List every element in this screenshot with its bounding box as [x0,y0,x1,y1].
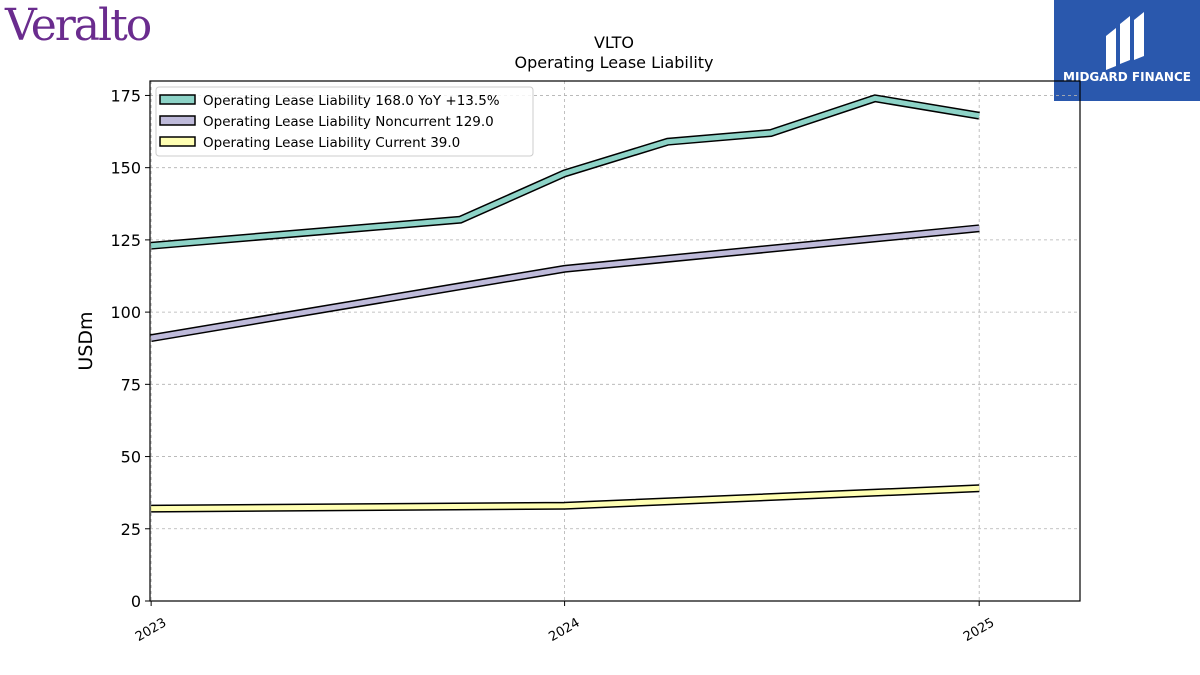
series-line-outline [150,224,980,343]
y-axis-label: USDm [75,311,97,370]
plot-area-frame [149,80,1081,602]
y-tick-label: 75 [121,375,141,394]
series-line [150,225,980,341]
legend-label: Operating Lease Liability Noncurrent 129… [203,114,494,130]
veralto-logo: Veralto [5,0,152,51]
y-tick-label: 125 [110,231,141,250]
chart-subtitle: Operating Lease Liability [514,53,713,72]
legend-box [155,86,534,157]
y-tick-label: 100 [110,303,141,322]
legend-swatch [159,115,196,126]
y-tick-label: 175 [110,86,141,105]
midgard-finance-emblem-icon [1106,12,1144,70]
series-line [150,95,980,249]
series-layer [150,94,980,513]
x-tick-label: 2024 [546,615,582,645]
x-tick-label: 2023 [133,615,169,645]
legend-swatch [159,136,196,147]
y-tick-label: 150 [110,159,141,178]
axes: 0 25 50 75 100 125 150 175 2023 2024 2025 [110,86,997,645]
chart-title: VLTO [594,33,634,52]
midgard-finance-logo: MIDGARD FINANCE [1054,0,1200,101]
series-line [151,485,980,512]
legend-swatch [159,94,196,105]
legend-label: Operating Lease Liability Current 39.0 [203,135,460,151]
legend-label: Operating Lease Liability 168.0 YoY +13.… [203,93,500,109]
y-tick-label: 25 [121,520,141,539]
x-tick-label: 2025 [961,615,997,645]
y-tick-label: 50 [121,448,141,467]
y-tick-label: 0 [131,592,141,611]
midgard-finance-text: MIDGARD FINANCE [1063,70,1191,84]
legend: Operating Lease Liability 168.0 YoY +13.… [155,86,534,157]
